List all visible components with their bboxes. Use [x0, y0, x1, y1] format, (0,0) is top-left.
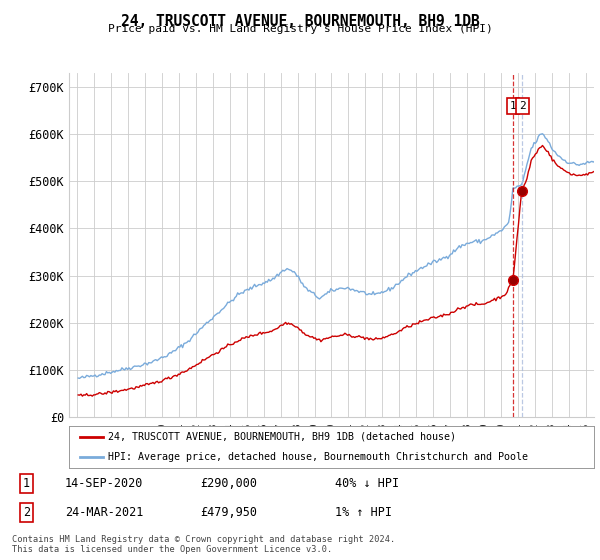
- Text: 1: 1: [509, 101, 516, 111]
- Text: £290,000: £290,000: [200, 477, 257, 490]
- Text: Price paid vs. HM Land Registry's House Price Index (HPI): Price paid vs. HM Land Registry's House …: [107, 24, 493, 34]
- Text: 24, TRUSCOTT AVENUE, BOURNEMOUTH, BH9 1DB (detached house): 24, TRUSCOTT AVENUE, BOURNEMOUTH, BH9 1D…: [109, 432, 457, 442]
- Text: 1: 1: [23, 477, 30, 490]
- Text: HPI: Average price, detached house, Bournemouth Christchurch and Poole: HPI: Average price, detached house, Bour…: [109, 452, 529, 462]
- Text: 24-MAR-2021: 24-MAR-2021: [65, 506, 143, 519]
- Text: 40% ↓ HPI: 40% ↓ HPI: [335, 477, 400, 490]
- Text: Contains HM Land Registry data © Crown copyright and database right 2024.
This d: Contains HM Land Registry data © Crown c…: [12, 535, 395, 554]
- Text: 2: 2: [23, 506, 30, 519]
- Text: 1% ↑ HPI: 1% ↑ HPI: [335, 506, 392, 519]
- Text: 14-SEP-2020: 14-SEP-2020: [65, 477, 143, 490]
- Text: £479,950: £479,950: [200, 506, 257, 519]
- Text: 2: 2: [519, 101, 526, 111]
- Text: 24, TRUSCOTT AVENUE, BOURNEMOUTH, BH9 1DB: 24, TRUSCOTT AVENUE, BOURNEMOUTH, BH9 1D…: [121, 14, 479, 29]
